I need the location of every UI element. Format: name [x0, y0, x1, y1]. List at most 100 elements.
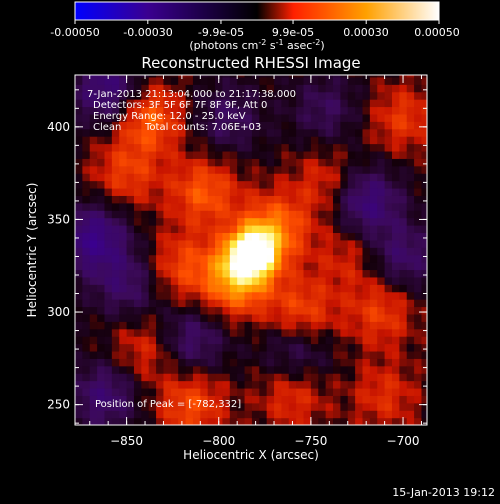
- heatmap-cell: [391, 150, 400, 159]
- heatmap-cell: [126, 180, 135, 189]
- heatmap-cell: [119, 143, 128, 152]
- heatmap-cell: [259, 299, 268, 308]
- colorbar-ticks: [74, 20, 440, 24]
- heatmap-cell: [126, 128, 135, 137]
- heatmap-cell: [274, 269, 283, 278]
- heatmap-cell: [192, 373, 201, 382]
- heatmap-cell: [178, 165, 187, 174]
- heatmap-cell: [200, 121, 209, 130]
- heatmap-cell: [148, 128, 157, 137]
- heatmap-cell: [215, 180, 224, 189]
- heatmap-cell: [296, 158, 305, 167]
- heatmap-cell: [170, 306, 179, 315]
- heatmap-cell: [303, 158, 312, 167]
- heatmap-cell: [229, 75, 238, 78]
- heatmap-cell: [126, 187, 135, 196]
- heatmap-cell: [303, 306, 312, 315]
- heatmap-cell: [251, 350, 260, 359]
- heatmap-cell: [126, 291, 135, 300]
- heatmap-cell: [237, 84, 246, 93]
- heatmap-cell: [148, 113, 157, 122]
- heatmap-cell: [133, 158, 142, 167]
- heatmap-cell: [192, 269, 201, 278]
- heatmap-cell: [377, 343, 386, 352]
- heatmap-cell: [82, 232, 91, 241]
- heatmap-cell: [178, 321, 187, 330]
- heatmap-cell: [111, 91, 120, 100]
- heatmap-cell: [178, 99, 187, 108]
- heatmap-cell: [133, 128, 142, 137]
- heatmap-cell: [229, 121, 238, 130]
- heatmap-cell: [82, 113, 91, 122]
- heatmap-cell: [266, 225, 275, 234]
- heatmap-cell: [178, 195, 187, 204]
- heatmap-cell: [126, 254, 135, 263]
- heatmap-cell: [192, 343, 201, 352]
- heatmap-cell: [399, 350, 408, 359]
- heatmap-cell: [148, 269, 157, 278]
- heatmap-cell: [303, 387, 312, 396]
- heatmap-cell: [178, 210, 187, 219]
- heatmap-cell: [75, 239, 83, 248]
- heatmap-cell: [148, 321, 157, 330]
- colorbar-strip: [74, 1, 440, 21]
- heatmap-cell: [296, 336, 305, 345]
- heatmap-cell: [288, 158, 297, 167]
- heatmap-cell: [163, 402, 172, 411]
- heatmap-cell: [355, 75, 364, 78]
- heatmap-cell: [104, 254, 113, 263]
- heatmap-cell: [141, 284, 150, 293]
- heatmap-cell: [399, 276, 408, 285]
- heatmap-cell: [251, 150, 260, 159]
- heatmap-cell: [237, 276, 246, 285]
- heatmap-cell: [200, 165, 209, 174]
- heatmap-cell: [325, 195, 334, 204]
- heatmap-cell: [148, 313, 157, 322]
- heatmap-cell: [148, 336, 157, 345]
- heatmap-cell: [421, 75, 427, 78]
- heatmap-cell: [266, 195, 275, 204]
- heatmap-cell: [192, 76, 201, 85]
- heatmap-cell: [178, 343, 187, 352]
- heatmap-cell: [303, 365, 312, 374]
- heatmap-cell: [126, 284, 135, 293]
- heatmap-cell: [133, 239, 142, 248]
- heatmap-cell: [318, 328, 327, 337]
- heatmap-cell: [399, 299, 408, 308]
- heatmap-cell: [310, 113, 319, 122]
- heatmap-cell: [347, 269, 356, 278]
- heatmap-cell: [207, 395, 216, 404]
- heatmap-cell: [318, 284, 327, 293]
- heatmap-cell: [266, 158, 275, 167]
- heatmap-cell: [266, 365, 275, 374]
- heatmap-cell: [303, 75, 312, 78]
- heatmap-cell: [355, 380, 364, 389]
- heatmap-cell: [148, 150, 157, 159]
- heatmap-cell: [200, 328, 209, 337]
- heatmap-cell: [281, 276, 290, 285]
- heatmap-cell: [237, 195, 246, 204]
- heatmap-cell: [97, 336, 106, 345]
- heatmap-cell: [111, 180, 120, 189]
- heatmap-cell: [185, 165, 194, 174]
- heatmap-cell: [251, 143, 260, 152]
- heatmap-cell: [163, 247, 172, 256]
- heatmap-cell: [163, 158, 172, 167]
- heatmap-cell: [244, 173, 253, 182]
- heatmap-cell: [310, 225, 319, 234]
- heatmap-cell: [325, 128, 334, 137]
- heatmap-cell: [355, 91, 364, 100]
- heatmap-cell: [414, 262, 423, 271]
- heatmap-cell: [303, 128, 312, 137]
- heatmap-cell: [318, 247, 327, 256]
- heatmap-cell: [229, 187, 238, 196]
- heatmap-cell: [237, 269, 246, 278]
- heatmap-cell: [399, 113, 408, 122]
- heatmap-cell: [325, 395, 334, 404]
- heatmap-cell: [303, 91, 312, 100]
- heatmap-cell: [82, 269, 91, 278]
- heatmap-cell: [333, 136, 341, 145]
- heatmap-cell: [288, 136, 297, 145]
- heatmap-cell: [281, 284, 290, 293]
- heatmap-cell: [391, 187, 400, 196]
